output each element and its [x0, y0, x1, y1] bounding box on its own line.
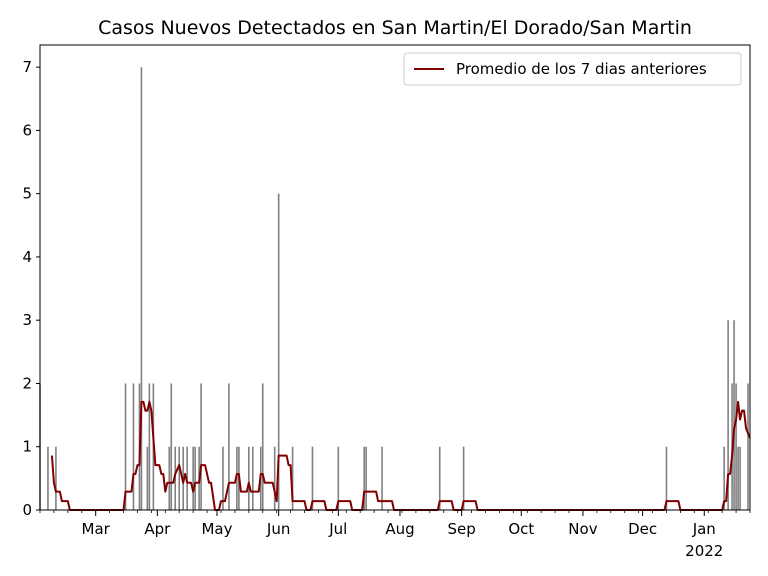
y-tick-label: 6 — [22, 121, 32, 139]
bar — [438, 446, 441, 510]
y-tick-label: 1 — [22, 438, 32, 456]
axes-frame — [39, 44, 751, 511]
bar-series — [39, 67, 749, 511]
bar — [381, 446, 383, 510]
bar — [148, 383, 151, 510]
plot-background — [40, 45, 750, 510]
bar — [192, 446, 194, 510]
bar — [733, 320, 735, 510]
bar — [311, 446, 314, 510]
x-tick-label: Aug — [385, 520, 414, 538]
x-tick-label: Sep — [447, 520, 475, 538]
x-tick-label: Nov — [568, 520, 597, 538]
x-tick-label: May — [201, 520, 232, 538]
y-tick-label: 7 — [22, 58, 32, 76]
bar — [228, 383, 230, 510]
bar — [735, 383, 737, 510]
bar — [194, 446, 196, 510]
bar — [248, 446, 250, 510]
y-tick-label: 4 — [22, 248, 32, 266]
y-tick-label: 5 — [22, 185, 32, 203]
bar — [124, 383, 127, 510]
x-tick-label: Mar — [82, 520, 111, 538]
bar — [291, 446, 294, 510]
bar — [178, 446, 181, 510]
bar — [747, 383, 749, 510]
x-tick-label: Jun — [266, 520, 290, 538]
y-tick-label: 0 — [22, 501, 32, 519]
bar — [222, 446, 224, 510]
bar — [146, 446, 149, 510]
x-tick-label: Apr — [144, 520, 171, 538]
bar — [739, 446, 741, 510]
legend-label: Promedio de los 7 dias anteriores — [456, 60, 707, 78]
x-tick-label: Dec — [628, 520, 657, 538]
bar — [252, 446, 254, 510]
x-tick-year-label: 2022 — [685, 542, 723, 560]
bar — [277, 193, 280, 511]
axes: 0 1 2 3 4 5 6 7 Mar Apr May Jun Jul Aug Sep Oct Nov Dec Ja… — [22, 44, 751, 560]
y-tick-label: 2 — [22, 374, 32, 392]
bar — [140, 67, 143, 510]
x-tick-label: Jan — [692, 520, 716, 538]
bar — [200, 383, 202, 510]
bar — [261, 383, 264, 510]
bar — [47, 446, 49, 510]
x-tick-label: Jul — [328, 520, 347, 538]
legend: Promedio de los 7 dias anteriores — [403, 52, 742, 86]
bar — [665, 446, 668, 510]
bar — [737, 446, 739, 510]
bar — [727, 320, 729, 510]
y-tick-label: 3 — [22, 311, 32, 329]
bar — [273, 446, 276, 510]
legend-box — [403, 52, 742, 86]
bar — [337, 446, 340, 510]
x-tick-label: Oct — [508, 520, 534, 538]
chart-title: Casos Nuevos Detectados en San Martin/El… — [98, 17, 692, 39]
bar — [132, 383, 135, 510]
bar — [363, 446, 365, 510]
bar — [723, 446, 725, 510]
bar — [55, 446, 57, 510]
bar — [170, 383, 173, 510]
bar — [462, 446, 465, 510]
bar — [168, 446, 171, 510]
bar — [365, 446, 367, 510]
plot-area: 0 1 2 3 4 5 6 7 Mar Apr May Jun Jul Aug Sep Oct Nov Dec Ja… — [22, 44, 751, 560]
